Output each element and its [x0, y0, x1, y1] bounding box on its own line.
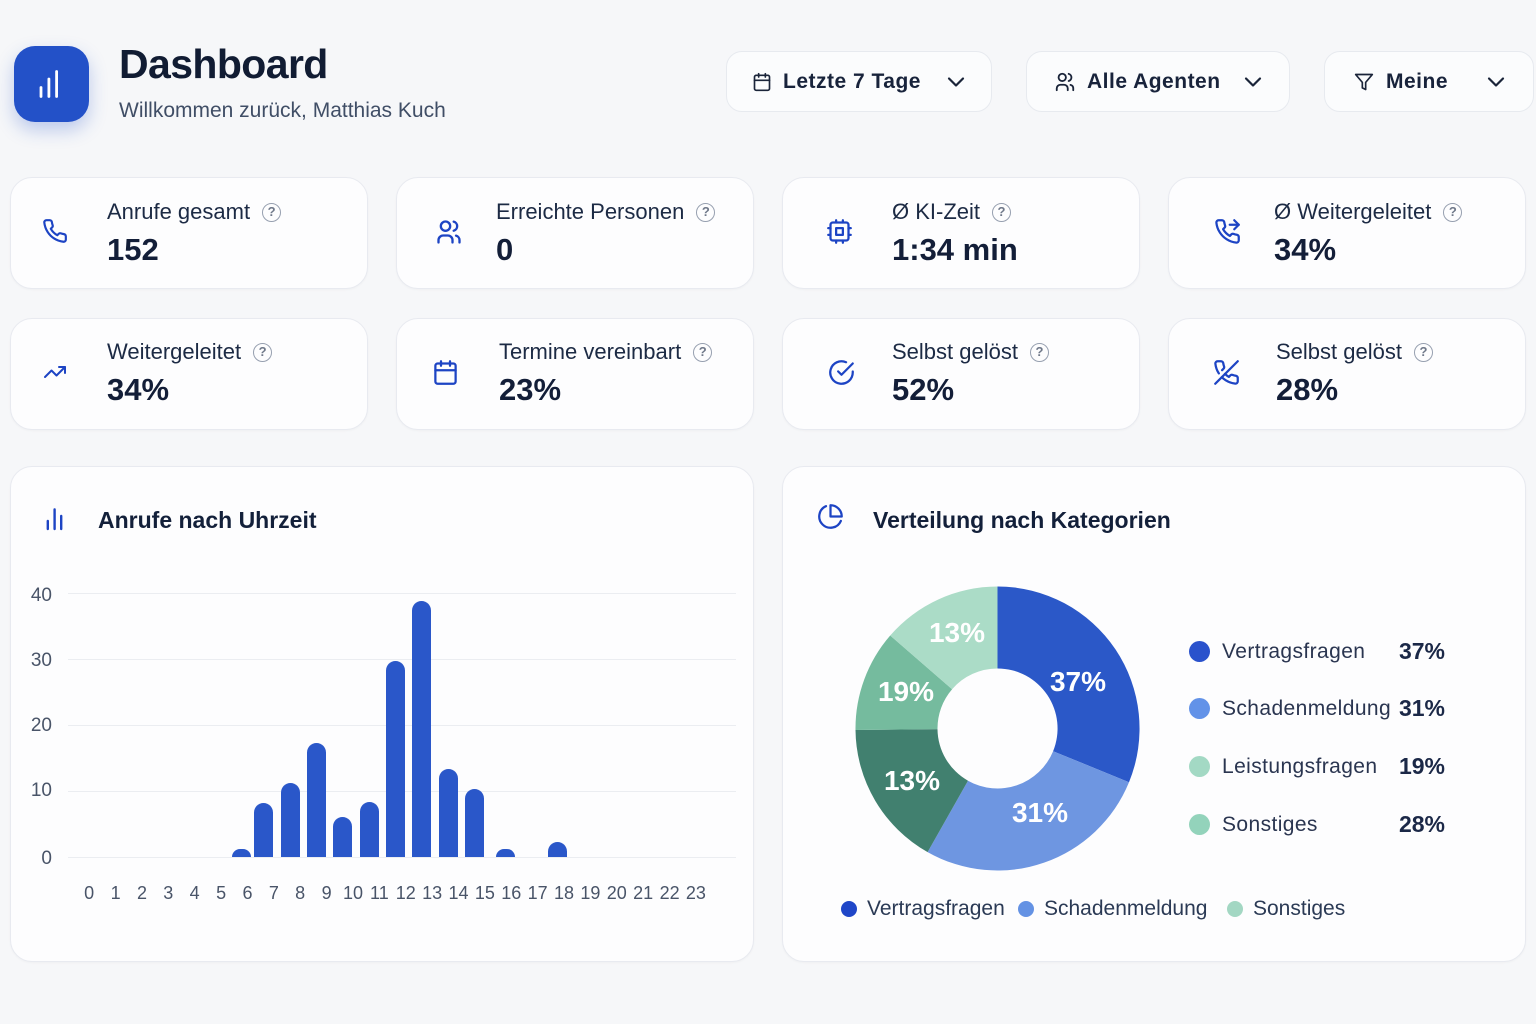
svg-text:37%: 37%	[1050, 666, 1106, 697]
svg-text:13%: 13%	[929, 617, 985, 648]
svg-text:19%: 19%	[878, 676, 934, 707]
svg-text:13%: 13%	[884, 765, 940, 796]
svg-text:31%: 31%	[1012, 797, 1068, 828]
